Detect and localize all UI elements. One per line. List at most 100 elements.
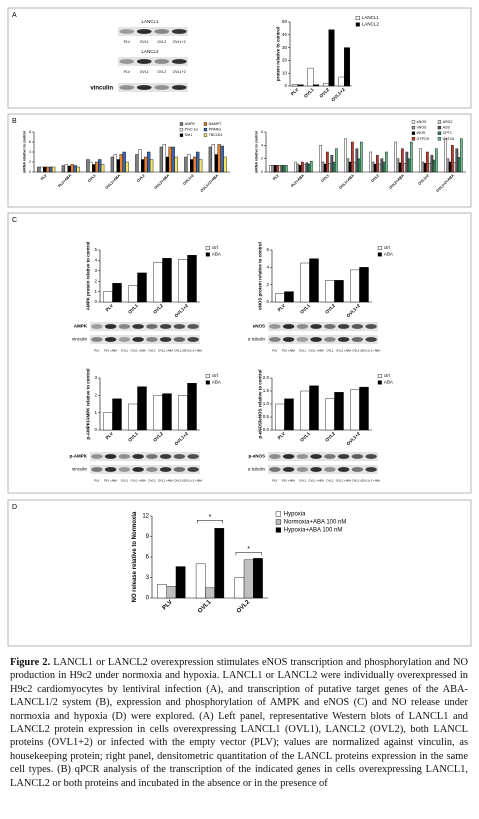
lane-label: PLV +ABA <box>104 349 117 353</box>
lane-label: OVL2 <box>148 479 156 483</box>
blot-band <box>146 337 158 342</box>
blot-label: LANCL1 <box>141 19 159 24</box>
x-tick-label: OVL2 <box>136 174 145 183</box>
bar <box>146 151 151 173</box>
x-tick-label: PLV+ABA <box>290 173 305 188</box>
legend-label: ctrl <box>212 373 218 378</box>
bar <box>187 254 197 303</box>
blot-strip <box>118 27 188 36</box>
bar <box>350 389 360 431</box>
caption-label: Figure 2. <box>10 657 51 668</box>
legend-swatch <box>205 252 210 257</box>
bar <box>253 558 263 599</box>
x-tick-label: PLV <box>277 431 286 440</box>
legend-label: LANCL2 <box>362 22 380 27</box>
bar <box>309 258 319 303</box>
blot-band <box>171 85 187 90</box>
blot-band <box>351 337 364 342</box>
lane-label: OVL2 <box>326 349 334 353</box>
bar <box>401 148 404 173</box>
blot-band <box>118 324 131 329</box>
x-tick-label: OVL2 <box>236 599 252 615</box>
lane-label: OVL1 +ABA <box>131 479 146 483</box>
blot-band <box>187 467 199 472</box>
bar <box>310 161 313 173</box>
bar <box>307 163 311 173</box>
y-tick-label: 0 <box>94 427 97 432</box>
bar <box>153 262 163 303</box>
bar <box>296 163 300 173</box>
legend-swatch <box>437 125 442 130</box>
y-axis-label: NO release relative to Normoxia <box>132 511 138 602</box>
bar <box>309 385 319 431</box>
x-tick-label: OVL1+ABA <box>105 173 122 190</box>
lane-label: OVL2 <box>157 70 166 74</box>
bar <box>43 166 47 173</box>
lane-label: OVL2 +ABA <box>336 349 351 353</box>
blot-band <box>136 59 152 64</box>
blot-band <box>296 324 309 329</box>
blot-band <box>132 324 144 329</box>
bar <box>162 393 172 431</box>
legend-swatch <box>377 380 382 385</box>
blot-band <box>296 337 309 342</box>
bar <box>190 159 194 173</box>
bar <box>313 84 320 87</box>
y-tick-label: 2 <box>29 160 31 164</box>
bar <box>271 165 275 173</box>
blot-label: α tubulin <box>248 467 266 472</box>
blot-strip <box>118 57 188 66</box>
bar <box>319 145 322 173</box>
bar <box>410 141 413 173</box>
blot-band <box>104 454 117 459</box>
bar <box>359 267 369 303</box>
bar <box>398 162 402 173</box>
bar <box>275 403 285 431</box>
bar <box>122 151 126 173</box>
y-tick-label: 10 <box>282 70 288 75</box>
legend-swatch <box>377 245 382 250</box>
blot-band <box>324 337 336 342</box>
lane-label: OVL1 <box>140 70 149 74</box>
bar <box>116 159 120 173</box>
blot-band <box>104 324 117 329</box>
panel-label: D <box>12 504 17 511</box>
bar <box>273 165 277 173</box>
bar <box>76 166 80 173</box>
y-tick-label: 6 <box>266 247 269 252</box>
blot-band <box>104 467 117 472</box>
legend-label: ctrl <box>384 373 390 378</box>
x-tick-label: OVL2 <box>152 431 164 443</box>
lane-label: PLV <box>272 349 277 353</box>
blot-band <box>146 454 158 459</box>
bar <box>360 141 363 173</box>
bar <box>448 161 452 173</box>
legend-swatch <box>377 252 382 257</box>
x-tick-label: OVL2 <box>370 174 379 183</box>
bar <box>451 145 454 173</box>
bar <box>214 528 225 599</box>
blot-band <box>187 324 199 329</box>
bar <box>211 144 216 173</box>
bar <box>428 163 431 173</box>
y-tick-label: 30 <box>282 45 288 50</box>
legend-swatch <box>437 131 442 135</box>
blot-band <box>282 467 295 472</box>
bar <box>112 283 122 303</box>
legend-swatch <box>275 527 282 533</box>
blot-band <box>171 29 187 34</box>
blot-band <box>136 29 152 34</box>
bar <box>300 262 310 303</box>
legend-label: ARG2 <box>443 120 453 124</box>
panel-frame <box>7 7 472 109</box>
legend-swatch <box>377 374 382 379</box>
blot-band <box>91 337 103 342</box>
panel-frame <box>7 212 472 494</box>
legend-swatch <box>203 133 208 137</box>
bar <box>298 165 302 173</box>
bar <box>346 158 350 173</box>
bar <box>328 163 331 173</box>
blot-band <box>119 85 135 90</box>
y-tick-label: 1.5 <box>263 388 270 393</box>
